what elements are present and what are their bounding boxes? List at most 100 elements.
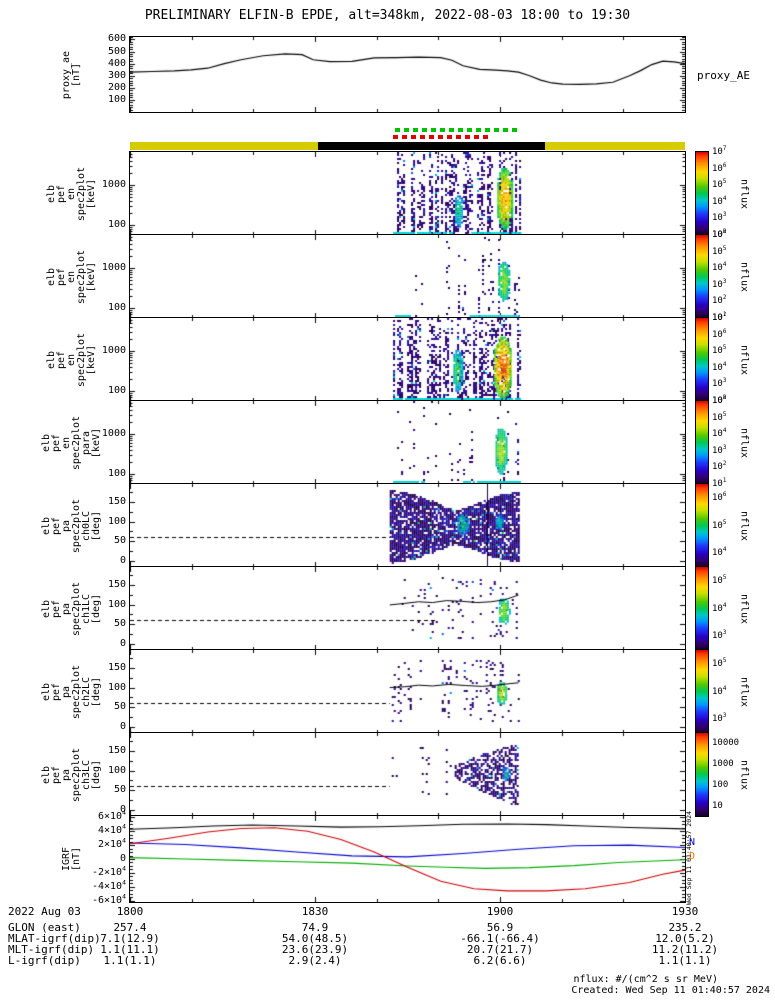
colorbar-title: nflux [738,676,750,707]
colorbar-tick-label: 105 [712,574,727,586]
colorbar-tick-label: 106 [712,491,727,503]
info-row-value: 74.9 [301,921,329,934]
colorbar-tick-label: 103 [712,444,727,456]
colorbar-tick-label: 104 [712,195,727,207]
status-bar-segment [545,142,685,150]
status-bar-segment [318,142,546,150]
colorbar-tick-label: 102 [712,461,727,473]
spec-panel-1 [129,151,686,236]
colorbar-tick-label: 105 [712,179,727,191]
colorbar-tick-label: 101 [712,312,727,323]
colorbar-tick-label: 106 [712,162,727,174]
status-bar-segment [130,142,319,150]
time-axis-label: 1800 [116,905,144,918]
info-row-label: GLON (east) [8,921,81,934]
colorbar-tick-label: 105 [712,245,727,257]
spec-ytick-label: 150 [107,578,126,590]
spec-axis-label-5: elb pef pa spec2plot ch0LC [deg] [41,498,102,553]
colorbar-3 [695,317,709,402]
spec-panel-6-canvas [130,567,685,650]
colorbar-6 [695,566,709,651]
igrf-axis-label: IGRF [nT] [61,846,82,872]
spec-axis-label-2: elb pef en spec2plot [keV] [46,249,97,304]
colorbar-title: nflux [738,759,750,790]
spec-panel-5 [129,483,686,568]
time-axis-label: 1930 [671,905,699,918]
proxy-ytick-label: 600 [107,33,126,45]
spec-panel-7 [129,649,686,734]
spec-ytick-label: 100 [107,598,126,610]
colorbar-tick-label: 107 [712,146,727,157]
spec-ytick-label: 50 [113,618,126,630]
igrf-ytick-label: 2×104 [97,836,126,851]
colorbar-tick-label: 103 [712,378,727,390]
colorbar-1 [695,151,709,236]
spec-panel-4-canvas [130,401,685,484]
spec-ytick-label: 0 [119,638,126,650]
proxy-ytick-label: 500 [107,45,126,57]
spec-panel-3-canvas [130,318,685,401]
colorbar-tick-label: 106 [712,229,727,240]
igrf-ytick-label: 4×104 [97,822,126,837]
colorbar-tick-label: 102 [712,229,727,240]
colorbar-tick-label: 107 [712,312,727,323]
spec-panel-8 [129,732,686,817]
info-row-value: 235.2 [668,921,702,934]
proxy-ytick-label: 400 [107,57,126,69]
figure-title: PRELIMINARY ELFIN-B EPDE, alt=348km, 202… [144,8,631,23]
colorbar-5 [695,483,709,568]
colorbar-8 [695,732,709,817]
spec-ytick-label: 100 [107,681,126,693]
colorbar-tick-label: 1000 [712,759,734,770]
spec-ytick-label: 100 [107,764,126,776]
colorbar-tick-label: 10 [712,800,723,811]
red-dash-marks [393,135,491,139]
spec-axis-label-1: elb pef en spec2plot [keV] [46,166,97,221]
info-row-value: 1.1(11.1) [100,943,160,956]
spec-ytick-label: 50 [113,701,126,713]
spec-ytick-label: 50 [113,535,126,547]
info-row-value: 20.7(21.7) [466,943,534,956]
info-row-value: 56.9 [486,921,514,934]
igrf-series-label: D [689,850,696,862]
colorbar-tick-label: 104 [712,428,727,440]
spec-panel-1-canvas [130,152,685,235]
colorbar-tick-label: 102 [712,395,727,406]
spec-axis-label-8: elb pef pa spec2plot ch3LC [deg] [41,747,102,802]
spec-ytick-label: 0 [119,804,126,816]
igrf-ytick-label: 0 [119,853,126,864]
proxy-ae-panel-canvas [130,37,685,112]
colorbar-tick-label: 104 [712,547,727,559]
info-row-label: L-igrf(dip) [8,954,81,967]
igrf-panel-canvas [130,816,685,902]
spec-axis-label-6: elb pef pa spec2plot ch1LC [deg] [41,581,102,636]
spec-panel-6 [129,566,686,651]
colorbar-title: nflux [738,427,750,458]
spec-ytick-label: 0 [119,721,126,733]
colorbar-7 [695,649,709,734]
colorbar-tick-label: 104 [712,685,727,697]
spec-panel-8-canvas [130,733,685,816]
colorbar-tick-label: 104 [712,602,727,614]
spec-ytick-label: 100 [107,218,126,230]
info-row-value: 6.2(6.6) [473,954,527,967]
colorbar-tick-label: 106 [712,395,727,406]
info-row-value: 7.1(12.9) [100,932,160,945]
colorbar-title: nflux [738,178,750,209]
colorbar-tick-label: 105 [712,345,727,357]
colorbar-title: nflux [738,344,750,375]
spec-ytick-label: 150 [107,495,126,507]
time-axis-label: 1900 [486,905,514,918]
colorbar-tick-label: 103 [712,713,727,725]
spec-axis-label-3: elb pef en spec2plot [keV] [46,332,97,387]
spec-panel-7-canvas [130,650,685,733]
spec-axis-label-7: elb pef pa spec2plot ch2LC [deg] [41,664,102,719]
colorbar-tick-label: 104 [712,361,727,373]
colorbar-tick-label: 105 [712,519,727,531]
spec-ytick-label: 1000 [101,179,126,191]
green-dash-marks [394,128,521,132]
spec-ytick-label: 1000 [101,262,126,274]
proxy-right-label: proxy_AE [697,68,750,82]
colorbar-tick-label: 100 [712,779,729,790]
